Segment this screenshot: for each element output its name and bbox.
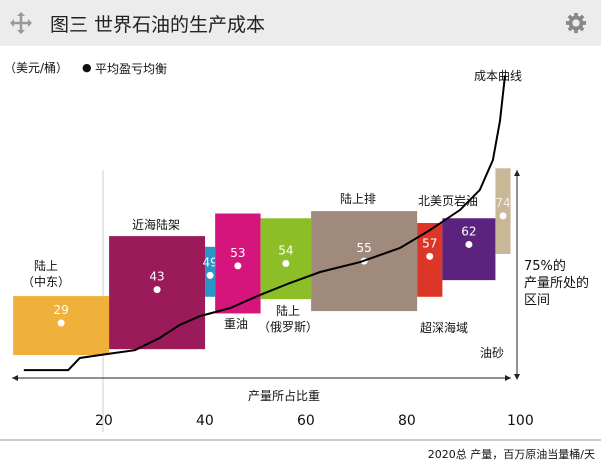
cost-curve-label: 成本曲线 xyxy=(474,69,523,83)
segment-label-line: 陆上 xyxy=(34,259,59,273)
segment-label-line: （俄罗斯） xyxy=(258,320,319,334)
segment-label-line: 陆上 xyxy=(276,304,301,318)
segment-bar xyxy=(417,223,443,297)
avg-value-label: 29 xyxy=(53,303,68,317)
avg-breakeven-dot xyxy=(499,212,507,220)
segment-label-line: 超深海域 xyxy=(420,321,469,335)
avg-breakeven-dot xyxy=(282,259,290,267)
avg-value-label: 57 xyxy=(422,236,437,250)
x-tick-label: 100 xyxy=(507,413,534,429)
x-tick-label: 40 xyxy=(196,413,214,429)
x-axis-label: 产量所占比重 xyxy=(248,389,321,403)
segment-label: 重油 xyxy=(224,316,248,332)
segment-bar xyxy=(260,218,312,300)
segment-label-line: （中东） xyxy=(22,275,71,289)
segment-label: 油砂 xyxy=(480,345,504,361)
page-title: 图三 世界石油的生产成本 xyxy=(50,14,266,36)
segment-label: 陆上排 xyxy=(340,191,376,207)
avg-breakeven-dot xyxy=(206,271,214,279)
x-unit-note: 2020总 产量，百万原油当量桶/天 xyxy=(427,448,595,461)
cost-curve-line xyxy=(23,75,506,372)
annotation-line: 区间 xyxy=(524,293,551,308)
avg-value-label: 49 xyxy=(202,255,217,269)
segment-label: 陆上 （俄罗斯） xyxy=(258,303,318,335)
range-annotation: 75%的 产量所处的 区间 xyxy=(524,258,589,309)
avg-value-label: 53 xyxy=(230,246,245,260)
header-bar: 图三 世界石油的生产成本 xyxy=(0,0,601,46)
avg-breakeven-dot xyxy=(153,286,161,294)
segment-bar xyxy=(495,168,511,254)
avg-breakeven-dot xyxy=(465,240,473,248)
y-unit-label: （美元/桶） xyxy=(4,61,69,75)
annotation-line: 75%的 xyxy=(524,259,566,274)
segment-label-line: 陆上排 xyxy=(340,192,377,206)
avg-breakeven-dot xyxy=(234,262,242,270)
avg-value-label: 55 xyxy=(356,241,371,255)
annotation-line: 产量所处的 xyxy=(524,276,590,291)
avg-value-label: 54 xyxy=(278,243,293,257)
move-icon[interactable] xyxy=(9,11,33,35)
legend-label: 平均盈亏均衡 xyxy=(95,62,168,76)
x-tick-label: 60 xyxy=(297,413,315,429)
avg-breakeven-dot xyxy=(57,319,65,327)
segment-label: 陆上 （中东） xyxy=(22,258,70,290)
segment-label: 超深海域 xyxy=(420,320,468,336)
segment-label-line: 近海陆架 xyxy=(132,218,181,232)
segment-bar xyxy=(205,246,216,297)
x-tick-label: 80 xyxy=(398,413,416,429)
avg-breakeven-dot xyxy=(426,252,434,260)
avg-value-label: 74 xyxy=(495,196,510,210)
avg-value-label: 43 xyxy=(149,270,164,284)
segment-bar xyxy=(442,218,496,281)
segment-label-line: 北美页岩油 xyxy=(418,194,479,208)
segment-label: 近海陆架 xyxy=(132,217,180,233)
segment-label-line: 油砂 xyxy=(480,346,505,360)
gear-icon[interactable] xyxy=(565,12,587,34)
x-tick-label: 20 xyxy=(95,413,113,429)
segment-label-line: 重油 xyxy=(224,317,249,331)
avg-value-label: 62 xyxy=(461,224,476,238)
segment-label: 北美页岩油 xyxy=(418,193,478,209)
legend-dot-icon: ● xyxy=(82,61,92,74)
